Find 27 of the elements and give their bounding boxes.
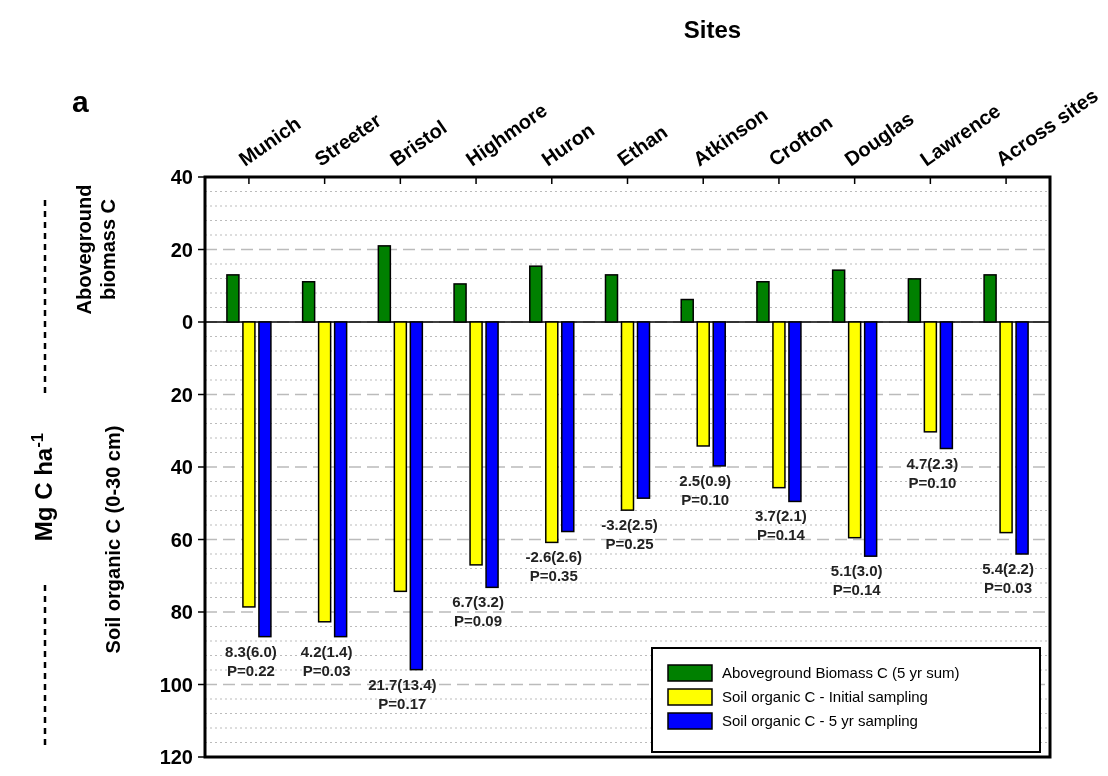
y-tick-label: 60 — [170, 528, 193, 551]
annotation: 2.5(0.9) P=0.10 — [679, 471, 732, 508]
legend-label: Aboveground Biomass C (5 yr sum) — [722, 664, 960, 682]
text: Soil organic C (0-30 cm) — [102, 425, 124, 654]
y-tick-label: 120 — [159, 746, 193, 768]
y-tick-label: 40 — [170, 166, 193, 188]
annotation: 6.7(3.2) P=0.09 — [452, 593, 504, 630]
legend-label: Soil organic C - Initial sampling — [722, 688, 928, 706]
annotation: -3.2(2.5) P=0.25 — [601, 516, 658, 553]
annotation: 5.4(2.2) P=0.03 — [982, 560, 1034, 596]
annotation: 4.7(2.3) P=0.10 — [906, 454, 959, 491]
annotation: 8.3(6.0) P=0.22 — [225, 642, 277, 679]
annotation: 4.2(1.4) P=0.03 — [300, 642, 353, 679]
x-axis-title: Sites — [683, 16, 742, 43]
text: a — [72, 85, 89, 118]
y-tick-label: 80 — [170, 601, 193, 623]
annotation: 21.7(13.4) P=0.17 — [368, 675, 437, 712]
legend-label: Soil organic C - 5 yr sampling — [722, 712, 918, 730]
annotation: 3.7(2.1) P=0.14 — [755, 507, 807, 544]
text: Aboveground biomass C — [73, 184, 119, 315]
y-tick-label: 100 — [159, 673, 193, 696]
y-tick-label: 20 — [170, 238, 193, 261]
y-tick-label: 20 — [170, 383, 193, 406]
annotation: 5.1(3.0) P=0.14 — [830, 562, 883, 599]
annotation: -2.6(2.6) P=0.35 — [525, 548, 583, 585]
y-tick-label: 0 — [181, 311, 193, 333]
y-tick-label: 40 — [170, 456, 193, 478]
